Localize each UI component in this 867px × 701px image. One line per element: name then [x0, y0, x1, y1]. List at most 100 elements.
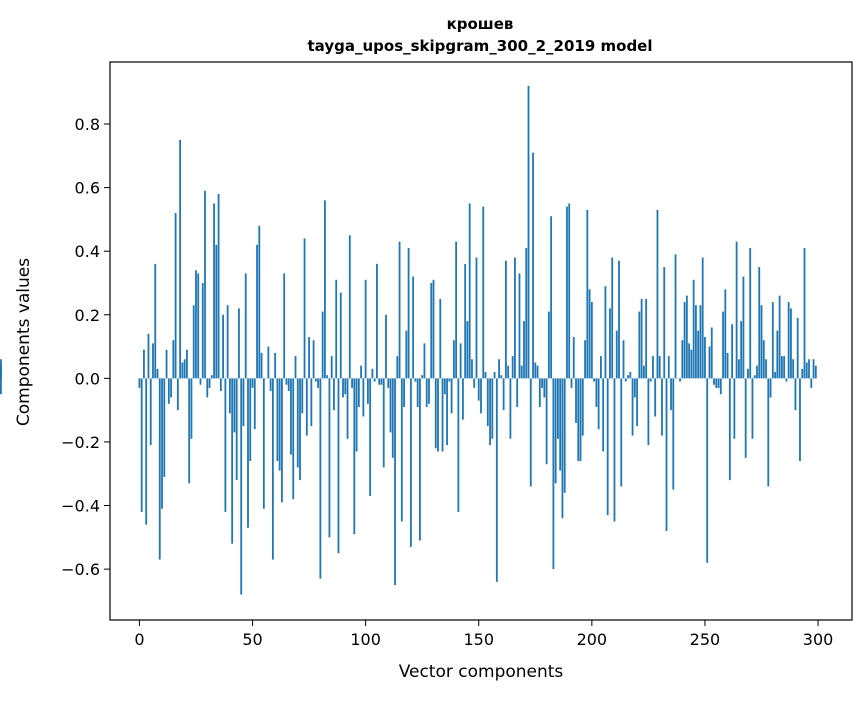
- x-tick-label: 300: [803, 630, 834, 649]
- bar-152: [482, 207, 484, 379]
- bar-128: [428, 378, 430, 403]
- bar-49: [249, 378, 251, 461]
- bar-154: [487, 378, 489, 426]
- bar-223: [643, 366, 645, 379]
- bar-267: [743, 277, 745, 379]
- bar-228: [654, 378, 656, 416]
- bar-64: [283, 273, 285, 378]
- bar-29: [204, 191, 206, 379]
- bar-209: [611, 258, 613, 379]
- bar-255: [715, 378, 717, 388]
- bar-45: [240, 378, 242, 594]
- y-tick-label: 0.2: [75, 306, 100, 325]
- bar-298: [813, 359, 815, 378]
- bar-299: [815, 366, 817, 379]
- bar-122: [414, 378, 416, 381]
- bar-146: [469, 203, 471, 378]
- bar-109: [385, 315, 387, 379]
- bar-248: [700, 305, 702, 378]
- bar-44: [238, 308, 240, 378]
- bar-24: [193, 305, 195, 378]
- bar-185: [557, 378, 559, 438]
- bar-150: [478, 378, 480, 400]
- bar-181: [548, 312, 550, 379]
- bar-188: [564, 378, 566, 492]
- bar-76: [310, 378, 312, 426]
- bar-282: [776, 331, 778, 379]
- bar-289: [792, 359, 794, 378]
- bar-288: [790, 308, 792, 378]
- bar-236: [672, 378, 674, 489]
- bar-256: [718, 378, 720, 388]
- bar-25: [195, 270, 197, 378]
- bar-222: [641, 299, 643, 378]
- bar-9: [159, 378, 161, 559]
- bar-78: [315, 378, 317, 381]
- bar-89: [340, 293, 342, 379]
- bar-40: [229, 378, 231, 413]
- bar-107: [381, 378, 383, 384]
- bar-235: [670, 378, 672, 410]
- bar-275: [761, 305, 763, 378]
- bar-142: [460, 343, 462, 378]
- bar-270: [749, 248, 751, 378]
- bar-143: [462, 378, 464, 419]
- bar-243: [688, 343, 690, 378]
- bar-192: [573, 337, 575, 378]
- bar-136: [446, 378, 448, 445]
- bar-167: [516, 378, 518, 407]
- bar-156: [491, 378, 493, 438]
- bar-246: [695, 305, 697, 378]
- bar-63: [281, 378, 283, 502]
- bar-132: [437, 378, 439, 451]
- bar-12: [166, 350, 168, 379]
- bar-79: [317, 378, 319, 388]
- bar-164: [510, 378, 512, 438]
- bar-50: [252, 378, 254, 388]
- bar-268: [745, 378, 747, 457]
- bar-286: [785, 378, 787, 381]
- bar-296: [808, 359, 810, 378]
- bar-17: [177, 378, 179, 410]
- bar-281: [774, 372, 776, 378]
- bar-18: [179, 140, 181, 378]
- bar-151: [480, 378, 482, 413]
- bar-245: [693, 280, 695, 379]
- bar-70: [297, 378, 299, 467]
- bar-295: [806, 362, 808, 378]
- bar-48: [247, 378, 249, 527]
- bar-82: [324, 200, 326, 378]
- bar-84: [329, 378, 331, 537]
- bar-294: [804, 248, 806, 378]
- bar-98: [360, 366, 362, 379]
- bar-198: [586, 210, 588, 379]
- bar-182: [550, 216, 552, 378]
- bar-287: [788, 302, 790, 378]
- bar-75: [308, 337, 310, 378]
- bar-202: [595, 378, 597, 407]
- y-tick-label: 0.8: [75, 115, 100, 134]
- bar-131: [435, 378, 437, 448]
- bar-35: [218, 194, 220, 378]
- bar-163: [507, 366, 509, 379]
- bar-237: [675, 254, 677, 378]
- y-tick-label: −0.2: [61, 433, 100, 452]
- bar-224: [645, 299, 647, 378]
- y-axis-label: Components values: [14, 258, 34, 426]
- bar-158: [496, 378, 498, 581]
- bar-226: [650, 378, 652, 381]
- bar-130: [433, 280, 435, 379]
- bar-81: [322, 312, 324, 379]
- bar-278: [767, 378, 769, 486]
- bar-259: [724, 289, 726, 378]
- bar-42: [234, 378, 236, 432]
- bar-134: [442, 378, 444, 451]
- bar-30: [206, 378, 208, 397]
- bar-39: [227, 305, 229, 378]
- bar-247: [697, 331, 699, 379]
- bar-290: [795, 378, 797, 410]
- bar-276: [763, 340, 765, 378]
- bar-101: [367, 378, 369, 403]
- bar-234: [668, 356, 670, 378]
- bar-15: [172, 340, 174, 378]
